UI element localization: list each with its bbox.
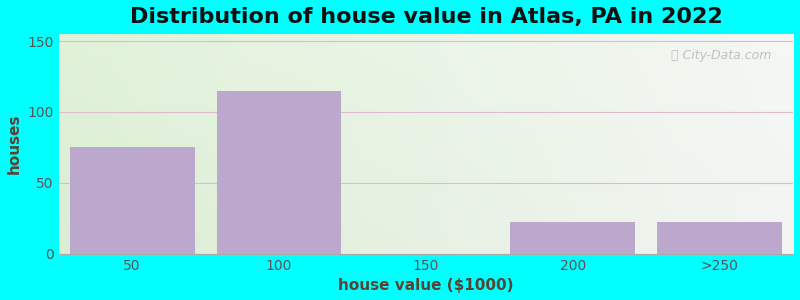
Bar — [217, 91, 342, 253]
Text: Ⓒ City-Data.com: Ⓒ City-Data.com — [670, 50, 771, 62]
Title: Distribution of house value in Atlas, PA in 2022: Distribution of house value in Atlas, PA… — [130, 7, 722, 27]
Bar — [510, 223, 635, 254]
X-axis label: house value ($1000): house value ($1000) — [338, 278, 514, 293]
Y-axis label: houses: houses — [7, 114, 22, 174]
Bar — [70, 147, 194, 254]
Bar — [658, 223, 782, 254]
